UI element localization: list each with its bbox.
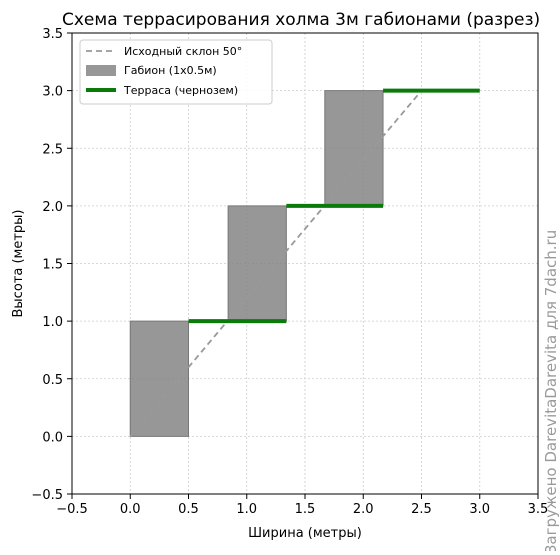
y-tick-label: 3.0 [42, 85, 63, 100]
legend-gabion-swatch [86, 65, 116, 76]
watermark: Загружено DarevitaDarevita для 7dach.ru [542, 230, 560, 551]
chart-title: Схема террасирования холма 3м габионами … [62, 10, 540, 30]
x-tick-label: 2.0 [353, 502, 374, 517]
slope-line [129, 90, 423, 437]
gabion-rect [227, 205, 287, 322]
legend-terrace-label: Терраса (чернозем) [123, 84, 238, 97]
terraces [188, 88, 480, 324]
legend: Исходный склон 50° Габион (1x0.5м) Терра… [79, 39, 273, 105]
y-tick-label: 3.5 [42, 27, 63, 42]
x-tick-label: −0.5 [56, 502, 88, 517]
legend-gabion-label: Габион (1x0.5м) [124, 64, 217, 77]
gabion-rect [324, 90, 384, 207]
ticks: −0.5 0.0 0.5 1.0 1.5 2.0 2.5 3.0 3.5 −0.5 0.0 0.5 1.… [31, 27, 548, 517]
y-tick-label: 1.0 [42, 315, 63, 330]
y-tick-label: −0.5 [31, 488, 63, 503]
y-tick-label: 1.5 [42, 258, 63, 273]
x-axis-label: Ширина (метры) [248, 526, 362, 541]
y-tick-label: 2.5 [42, 142, 63, 157]
legend-slope-label: Исходный склон 50° [124, 45, 242, 58]
x-tick-label: 0.5 [178, 502, 199, 517]
y-tick-label: 2.0 [42, 200, 63, 215]
x-tick-label: 2.5 [411, 502, 432, 517]
x-tick-label: 3.0 [469, 502, 490, 517]
x-tick-label: 1.5 [295, 502, 316, 517]
x-tick-label: 0.0 [120, 502, 141, 517]
y-axis-label: Высота (метры) [11, 210, 26, 318]
slope-line-layer [129, 90, 423, 437]
y-tick-label: 0.5 [42, 373, 63, 388]
x-tick-label: 3.5 [528, 502, 549, 517]
legend-box [79, 39, 273, 105]
y-tick-label: 0.0 [42, 430, 63, 445]
x-tick-label: 1.0 [236, 502, 257, 517]
